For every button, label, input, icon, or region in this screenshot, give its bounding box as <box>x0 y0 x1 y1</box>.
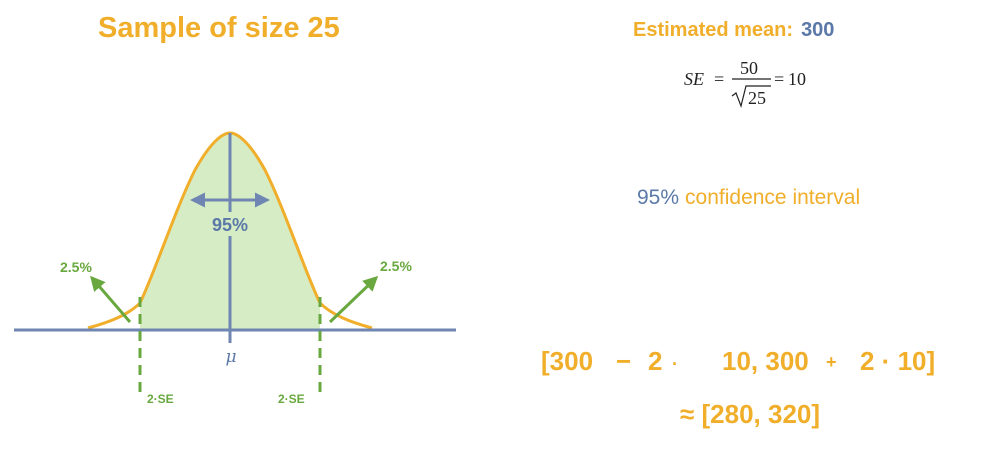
estimated-mean-label: Estimated mean: <box>633 19 794 41</box>
calc-dot-a: · <box>672 354 678 374</box>
se-equals-2: = <box>774 69 784 89</box>
calc-open: [300 <box>541 346 594 376</box>
se-numerator: 50 <box>740 58 758 78</box>
calc-plus: + <box>826 352 837 372</box>
calc-minus: − <box>616 346 632 376</box>
estimated-mean: Estimated mean: 300 <box>633 19 834 42</box>
mu-symbol: μ <box>225 347 236 367</box>
left-se-label: 2·SE <box>147 392 174 406</box>
right-tail-label: 2.5% <box>380 258 412 274</box>
page-title: Sample of size 25 <box>98 12 340 44</box>
se-lhs: SE <box>684 69 704 89</box>
center-label-bg <box>203 212 257 236</box>
confidence-heading: 95% confidence interval <box>637 186 860 210</box>
right-tail-arrow <box>328 275 379 324</box>
left-tail-arrow <box>90 275 132 323</box>
left-tail-label: 2.5% <box>60 259 92 275</box>
confidence-percent: 95% <box>637 186 680 209</box>
interval-result: ≈ [280, 320] <box>680 399 821 429</box>
se-radicand: 25 <box>748 88 766 108</box>
radical-sign <box>731 85 771 108</box>
se-equals-1: = <box>714 69 724 89</box>
calc-two-a: 2 <box>648 346 663 376</box>
calc-ten-a: 10, 300 <box>722 346 809 376</box>
estimated-mean-value: 300 <box>801 19 835 41</box>
right-se-label: 2·SE <box>278 392 305 406</box>
se-formula: SE = 50 25 = 10 <box>684 58 806 108</box>
confidence-label: confidence interval <box>685 186 861 209</box>
calc-two-b: 2 · 10] <box>860 346 936 376</box>
center-label: 95% <box>212 215 248 235</box>
se-result: 10 <box>788 69 806 89</box>
